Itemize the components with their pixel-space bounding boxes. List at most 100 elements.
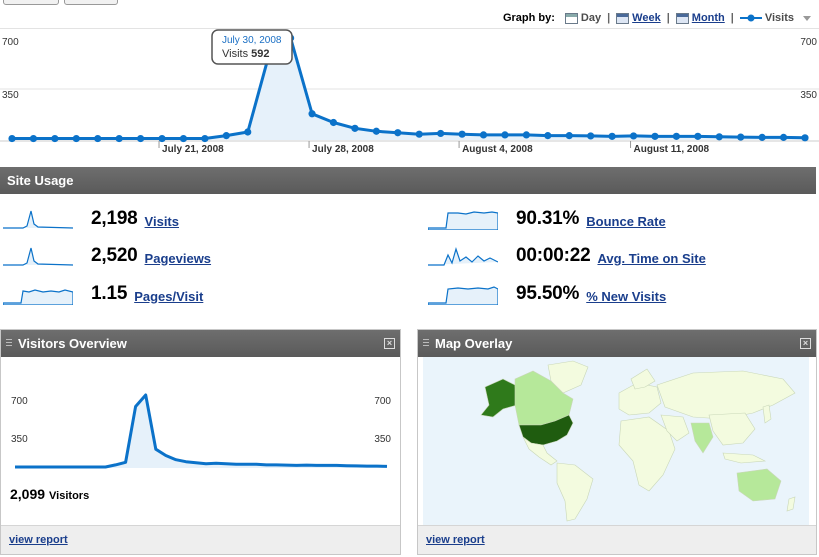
metric-link-avg-time[interactable]: Avg. Time on Site (597, 250, 706, 266)
visitors-count-value: 2,099 (10, 486, 46, 502)
data-point (694, 132, 702, 140)
metric-value: 2,198 (91, 208, 138, 229)
x-tick-label: July 28, 2008 (312, 144, 374, 155)
data-point (8, 134, 16, 143)
y-tick-label-right: 350 (374, 434, 391, 445)
drag-handle-icon[interactable] (423, 339, 429, 348)
visitors-overview-title: Visitors Overview (18, 336, 127, 351)
data-point (565, 132, 573, 140)
x-tick-label: August 11, 2008 (634, 144, 710, 155)
sparkline-pageviews (3, 247, 73, 266)
metric-link-pageviews[interactable]: Pageviews (144, 250, 212, 266)
y-tick-label-left: 700 (11, 396, 28, 407)
line-legend-icon (739, 14, 762, 22)
map-overlay-panel: Map Overlay × (417, 329, 817, 555)
data-point (737, 133, 745, 141)
data-point (94, 134, 102, 143)
series-line (12, 36, 806, 140)
data-point (201, 134, 209, 143)
data-point (415, 130, 423, 138)
visitors-count-label: Visitors (49, 490, 90, 502)
data-point (394, 129, 402, 137)
graph-by-label: Graph by: (502, 12, 555, 24)
data-point (72, 134, 80, 143)
metric-value: 1.15 (91, 283, 128, 304)
top-tab-right[interactable] (64, 0, 118, 5)
world-map[interactable] (423, 357, 809, 525)
close-icon[interactable]: × (800, 338, 811, 349)
y-tick-label-right: 350 (800, 90, 817, 101)
data-point (115, 134, 123, 143)
data-point (608, 132, 616, 140)
sparkline-bounce-rate (428, 211, 498, 230)
series-line (15, 393, 388, 469)
visitors-count: 2,099 Visitors (10, 486, 89, 502)
data-point (244, 128, 252, 136)
metric-selector[interactable]: Visits (739, 12, 811, 24)
visitors-overview-footer: view report (1, 525, 400, 554)
metric-value: 95.50% (516, 283, 580, 304)
sparkline-visits (3, 210, 73, 229)
x-tick-label: July 21, 2008 (162, 144, 224, 155)
data-point (758, 133, 766, 141)
data-point (136, 134, 145, 143)
map-overlay-header[interactable]: Map Overlay × (418, 330, 816, 357)
data-point (544, 132, 552, 140)
map-overlay-footer: view report (418, 525, 816, 554)
data-point (651, 132, 659, 140)
tooltip-value: Visits 592 (222, 48, 270, 60)
data-point (372, 127, 380, 135)
graph-by-week[interactable]: Week (616, 12, 661, 24)
metric-value: 90.31% (516, 208, 580, 229)
visitors-overview-header[interactable]: Visitors Overview × (1, 330, 400, 357)
visitors-chart: 700 700 350 350 (11, 393, 391, 469)
sparkline-new-visits (428, 286, 498, 305)
calendar-month-icon (675, 12, 689, 24)
close-icon[interactable]: × (384, 338, 395, 349)
data-point (479, 131, 488, 139)
graph-by-month[interactable]: Month (675, 12, 725, 24)
series-area (15, 395, 387, 468)
data-point (179, 134, 188, 143)
top-tab-left[interactable] (3, 0, 59, 5)
data-point (715, 133, 723, 141)
metric-link-bounce-rate[interactable]: Bounce Rate (586, 213, 666, 229)
calendar-day-icon (564, 12, 578, 24)
metric-link-pages-visit[interactable]: Pages/Visit (134, 288, 204, 304)
metric-link-new-visits[interactable]: % New Visits (586, 288, 667, 304)
sparkline-avg-time (428, 246, 498, 266)
metric-link-visits[interactable]: Visits (144, 213, 179, 229)
view-report-link[interactable]: view report (426, 534, 485, 546)
metric-pages-visit: 1.15 Pages/Visit (3, 281, 203, 307)
view-report-link[interactable]: view report (9, 534, 68, 546)
graph-by-day[interactable]: Day (564, 12, 601, 24)
calendar-week-icon (616, 12, 630, 24)
data-point (629, 132, 638, 140)
data-point (329, 118, 338, 127)
drag-handle-icon[interactable] (6, 339, 12, 348)
sparkline-pages-visit (3, 289, 73, 305)
data-point (222, 132, 230, 140)
y-tick-label-right: 700 (800, 37, 817, 48)
metric-bounce-rate: 90.31% Bounce Rate (428, 206, 666, 232)
data-point (458, 130, 466, 138)
data-point (158, 134, 166, 143)
y-tick-label-left: 700 (2, 37, 19, 48)
metric-new-visits: 95.50% % New Visits (428, 281, 666, 307)
metric-avg-time: 00:00:22 Avg. Time on Site (428, 243, 706, 269)
graph-by-control: Graph by: Day | Week | Month | Visits (503, 12, 811, 24)
data-point (522, 131, 530, 139)
map-overlay-title: Map Overlay (435, 336, 513, 351)
data-point (672, 132, 681, 140)
data-point (587, 132, 595, 140)
metric-value: 00:00:22 (516, 245, 591, 266)
data-point (351, 124, 359, 132)
chevron-down-icon (803, 15, 811, 21)
data-point (779, 133, 788, 141)
data-point (801, 134, 809, 142)
tooltip-date: July 30, 2008 (222, 35, 282, 46)
data-point (308, 110, 316, 118)
metric-pageviews: 2,520 Pageviews (3, 243, 211, 269)
visitors-overview-panel: Visitors Overview × 700 700 350 350 2,099 Vi… (0, 329, 401, 555)
x-tick-label: August 4, 2008 (462, 144, 533, 155)
